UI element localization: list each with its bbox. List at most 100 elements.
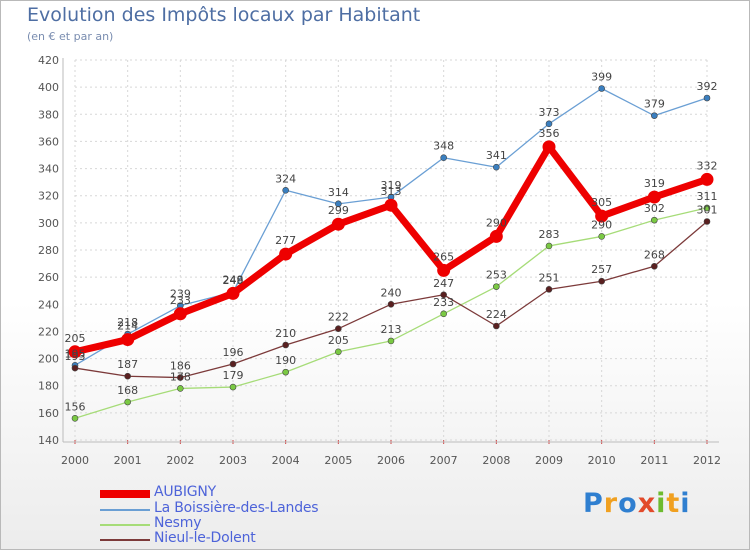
data-label: 319: [381, 179, 402, 192]
data-point: [331, 217, 345, 231]
data-label: 324: [275, 172, 296, 185]
y-tick-label: 280: [38, 244, 59, 257]
data-label: 233: [170, 294, 191, 307]
data-label: 193: [65, 350, 86, 363]
data-label: 373: [539, 106, 560, 119]
y-tick-label: 140: [38, 434, 59, 447]
x-tick-label: 2001: [114, 454, 142, 467]
data-point: [545, 286, 553, 293]
data-label: 205: [65, 332, 86, 345]
data-label: 290: [591, 218, 612, 231]
data-point: [651, 216, 658, 224]
logo-letter: o: [618, 488, 638, 519]
data-label: 301: [697, 204, 718, 217]
data-label: 248: [223, 273, 244, 286]
logo-letter: t: [666, 488, 681, 519]
data-point: [71, 364, 79, 372]
axes: 140 160 180 200 220 240 260 280 300 320 340 360 380 4…: [38, 54, 721, 467]
data-labels: 195 218 239 249 324 314 319 348 341 373 399 379 392 1…: [65, 71, 718, 414]
data-label: 187: [117, 358, 138, 371]
legend-swatch: [100, 490, 150, 498]
data-label: 253: [486, 269, 507, 282]
data-point: [437, 263, 451, 277]
data-label: 222: [328, 311, 349, 324]
data-label: 332: [697, 159, 718, 172]
legend-swatch: [100, 524, 150, 526]
data-point: [124, 398, 131, 406]
data-point: [440, 154, 447, 162]
data-label: 210: [275, 327, 296, 340]
logo-letter: x: [637, 488, 657, 519]
x-tick-label: 2007: [430, 454, 458, 467]
data-label: 283: [539, 228, 560, 241]
data-label: 213: [381, 323, 402, 336]
data-label: 305: [591, 196, 612, 209]
logo-letter: r: [603, 488, 619, 519]
data-label: 313: [381, 185, 402, 198]
data-point: [229, 383, 237, 391]
data-point: [335, 200, 342, 208]
x-tick-label: 2004: [272, 454, 300, 467]
legend-label: Nieul-le-Dolent: [154, 530, 256, 546]
x-tick-label: 2008: [482, 454, 510, 467]
data-label: 251: [539, 271, 560, 284]
data-point: [71, 414, 79, 422]
chart-title: Evolution des Impôts locaux par Habitant: [27, 4, 421, 26]
chart-subtitle: (en € et par an): [27, 30, 114, 43]
data-label: 186: [170, 360, 191, 373]
data-label: 239: [170, 288, 191, 301]
data-point: [226, 286, 240, 300]
data-point: [335, 348, 342, 356]
data-point: [700, 172, 714, 186]
data-label: 240: [381, 286, 402, 299]
data-point: [598, 85, 605, 92]
x-tick-label: 2005: [324, 454, 352, 467]
data-point: [335, 325, 342, 333]
data-point: [542, 140, 556, 154]
data-point: [68, 345, 82, 359]
data-point: [651, 262, 658, 270]
y-tick-label: 160: [38, 407, 59, 420]
data-label: 379: [644, 98, 665, 111]
data-label: 257: [591, 263, 612, 276]
data-label: 277: [275, 234, 296, 247]
data-point: [493, 283, 500, 290]
data-point: [489, 229, 503, 243]
data-point: [282, 186, 289, 194]
y-tick-label: 180: [38, 380, 59, 393]
data-label: 247: [433, 277, 454, 290]
data-point: [598, 233, 605, 240]
y-tick-label: 240: [38, 298, 59, 311]
data-point: [703, 94, 711, 102]
data-label: 190: [275, 354, 296, 367]
logo-letter: P: [583, 488, 604, 519]
data-label: 314: [328, 186, 349, 199]
data-label: 299: [328, 204, 349, 217]
data-point: [647, 190, 661, 204]
y-tick-label: 220: [38, 325, 59, 338]
data-label: 311: [697, 190, 718, 203]
data-label: 249: [223, 274, 244, 287]
y-tick-label: 340: [38, 163, 59, 176]
data-point: [387, 300, 395, 308]
data-point: [545, 120, 553, 128]
data-label: 156: [65, 400, 86, 413]
data-point: [282, 341, 289, 349]
logo-letter: i: [680, 488, 691, 519]
data-point: [121, 333, 135, 347]
data-point: [598, 277, 605, 285]
legend-swatch: [100, 509, 150, 511]
data-label: 399: [591, 71, 612, 84]
legend-label: AUBIGNY: [154, 484, 217, 500]
data-label: 392: [697, 80, 718, 93]
y-tick-label: 300: [38, 217, 59, 230]
data-point: [703, 204, 711, 212]
y-tick-label: 400: [38, 81, 59, 94]
y-tick-label: 200: [38, 353, 59, 366]
data-point: [282, 368, 289, 376]
data-point: [651, 112, 658, 119]
data-label: 214: [117, 320, 138, 333]
data-label: 195: [65, 347, 86, 360]
data-point: [493, 163, 500, 171]
